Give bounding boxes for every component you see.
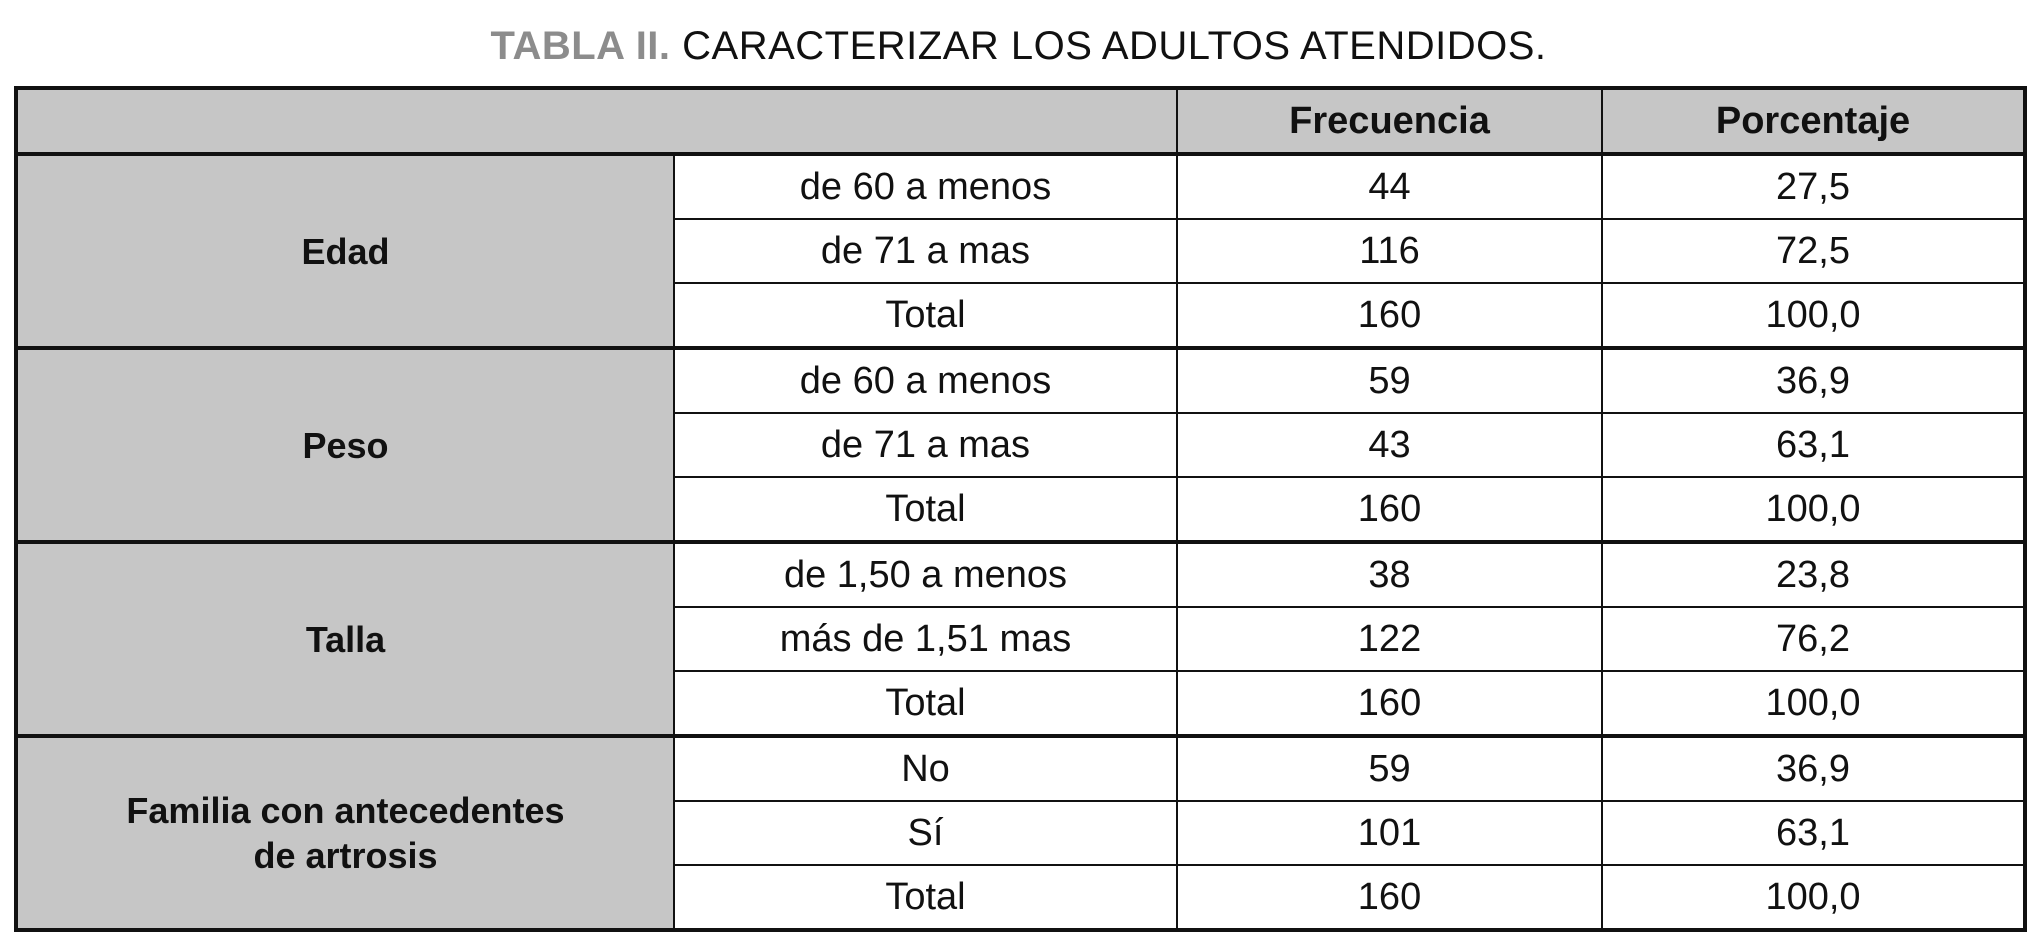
table-row: Familia con antecedentes de artrosis No … bbox=[15, 734, 2026, 931]
header-row: Frecuencia Porcentaje bbox=[15, 87, 2026, 156]
table-row: Edad de 60 a menos 44 27,5 bbox=[15, 152, 2026, 349]
row-label: de 1,50 a menos bbox=[673, 540, 1178, 608]
page-title: TABLA II. CARACTERIZAR LOS ADULTOS ATEND… bbox=[0, 24, 2037, 68]
frequency-value: 160 bbox=[1176, 476, 1603, 543]
row-label: Total bbox=[673, 476, 1178, 543]
row-label: Sí bbox=[673, 800, 1178, 866]
table-row: Total 160 100,0 bbox=[16, 476, 2026, 543]
frequency-value: 38 bbox=[1176, 540, 1603, 608]
frequency-value: 59 bbox=[1176, 346, 1603, 414]
frequency-value: 44 bbox=[1176, 152, 1603, 220]
table-row: Sí 101 63,1 bbox=[16, 800, 2026, 866]
row-label: de 60 a menos bbox=[673, 152, 1178, 220]
category-familia-antecedentes: Familia con antecedentes de artrosis bbox=[15, 734, 675, 931]
header-corner-cell bbox=[15, 87, 1178, 156]
percentage-value: 76,2 bbox=[1601, 606, 2026, 672]
frequency-value: 59 bbox=[1176, 734, 1603, 802]
table-row: de 71 a mas 116 72,5 bbox=[16, 218, 2026, 284]
data-table: Frecuencia Porcentaje Edad de 60 a menos… bbox=[14, 86, 2027, 932]
row-label: No bbox=[673, 734, 1178, 802]
percentage-value: 63,1 bbox=[1601, 412, 2026, 478]
category-peso: Peso bbox=[15, 346, 675, 543]
table-title-text: CARACTERIZAR LOS ADULTOS ATENDIDOS. bbox=[682, 24, 1547, 68]
frequency-value: 101 bbox=[1176, 800, 1603, 866]
table-row: Total 160 100,0 bbox=[16, 670, 2026, 737]
table-row: Total 160 100,0 bbox=[16, 282, 2026, 349]
frequency-value: 43 bbox=[1176, 412, 1603, 478]
frequency-value: 160 bbox=[1176, 864, 1603, 931]
table-row: de 71 a mas 43 63,1 bbox=[16, 412, 2026, 478]
row-label: de 71 a mas bbox=[673, 412, 1178, 478]
percentage-value: 63,1 bbox=[1601, 800, 2026, 866]
percentage-value: 100,0 bbox=[1601, 282, 2026, 349]
table-row: Talla de 1,50 a menos 38 23,8 bbox=[15, 540, 2026, 737]
category-edad: Edad bbox=[15, 152, 675, 349]
percentage-value: 100,0 bbox=[1601, 864, 2026, 931]
table-row: más de 1,51 mas 122 76,2 bbox=[16, 606, 2026, 672]
percentage-value: 36,9 bbox=[1601, 734, 2026, 802]
frequency-value: 160 bbox=[1176, 670, 1603, 737]
column-header-frequency: Frecuencia bbox=[1176, 87, 1603, 156]
percentage-value: 36,9 bbox=[1601, 346, 2026, 414]
percentage-value: 23,8 bbox=[1601, 540, 2026, 608]
row-label: Total bbox=[673, 670, 1178, 737]
category-talla: Talla bbox=[15, 540, 675, 737]
row-label: Total bbox=[673, 282, 1178, 349]
row-label: de 71 a mas bbox=[673, 218, 1178, 284]
row-label: más de 1,51 mas bbox=[673, 606, 1178, 672]
table-row: Peso de 60 a menos 59 36,9 bbox=[15, 346, 2026, 543]
frequency-value: 122 bbox=[1176, 606, 1603, 672]
frequency-value: 160 bbox=[1176, 282, 1603, 349]
column-header-percentage: Porcentaje bbox=[1601, 87, 2026, 156]
row-label: Total bbox=[673, 864, 1178, 931]
percentage-value: 100,0 bbox=[1601, 670, 2026, 737]
table-number-label: TABLA II. bbox=[490, 24, 671, 68]
percentage-value: 27,5 bbox=[1601, 152, 2026, 220]
percentage-value: 100,0 bbox=[1601, 476, 2026, 543]
percentage-value: 72,5 bbox=[1601, 218, 2026, 284]
frequency-value: 116 bbox=[1176, 218, 1603, 284]
row-label: de 60 a menos bbox=[673, 346, 1178, 414]
